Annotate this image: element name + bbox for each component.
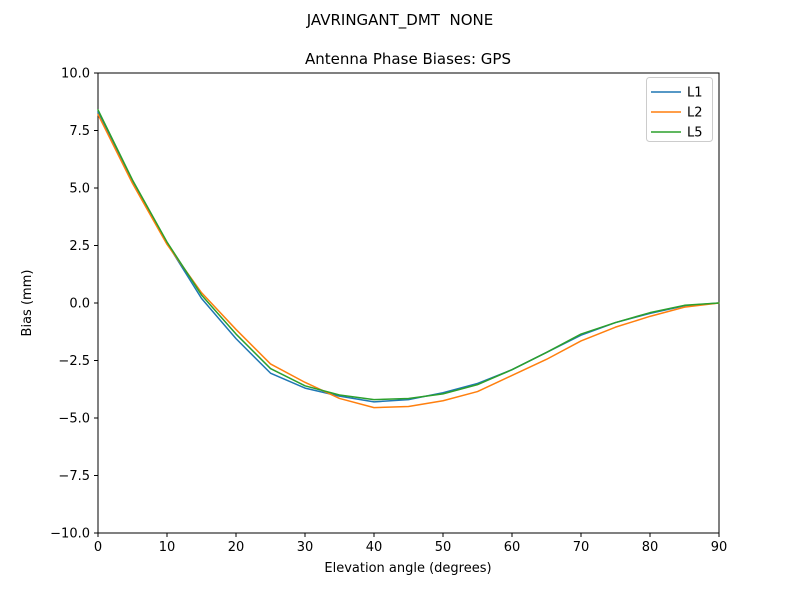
- x-tick-label: 10: [159, 540, 176, 555]
- x-tick-label: 60: [504, 540, 521, 555]
- y-axis-label: Bias (mm): [20, 270, 35, 337]
- legend: L1 L2 L5: [646, 77, 713, 142]
- figure-suptitle: JAVRINGANT_DMT NONE: [306, 11, 493, 30]
- series-lines: [97, 109, 720, 409]
- y-tick-label: 5.0: [69, 182, 90, 197]
- y-tick-label: −5.0: [58, 412, 90, 427]
- legend-label-l5: L5: [687, 126, 703, 141]
- y-tick-label: 7.5: [69, 124, 90, 139]
- x-tick-label: 40: [366, 540, 383, 555]
- legend-box: [646, 77, 713, 142]
- y-tick-label: −2.5: [58, 354, 90, 369]
- legend-items: L1 L2 L5: [651, 86, 703, 141]
- x-tick-label: 90: [711, 540, 728, 555]
- x-axis-label: Elevation angle (degrees): [324, 561, 491, 576]
- series-line-l5: [97, 109, 720, 401]
- y-axis-ticks: 10.0 7.5 5.0 2.5 0.0 −2.5 −5.0 −7.5 −10.0: [50, 67, 98, 542]
- x-tick-label: 70: [573, 540, 590, 555]
- x-tick-label: 20: [228, 540, 245, 555]
- axes-title: Antenna Phase Biases: GPS: [305, 50, 511, 68]
- x-tick-label: 80: [642, 540, 659, 555]
- plot-area: [98, 73, 719, 533]
- legend-label-l1: L1: [687, 86, 703, 101]
- x-tick-label: 30: [297, 540, 314, 555]
- y-tick-label: 10.0: [61, 67, 90, 82]
- y-tick-label: 0.0: [69, 297, 90, 312]
- y-tick-label: 2.5: [69, 239, 90, 254]
- x-tick-label: 50: [435, 540, 452, 555]
- y-tick-label: −7.5: [58, 469, 90, 484]
- x-tick-label: 0: [94, 540, 102, 555]
- series-line-l2: [97, 113, 720, 409]
- legend-label-l2: L2: [687, 106, 703, 121]
- y-tick-label: −10.0: [50, 527, 90, 542]
- x-axis-ticks: 0 10 20 30 40 50 60 70 80 90: [94, 533, 727, 555]
